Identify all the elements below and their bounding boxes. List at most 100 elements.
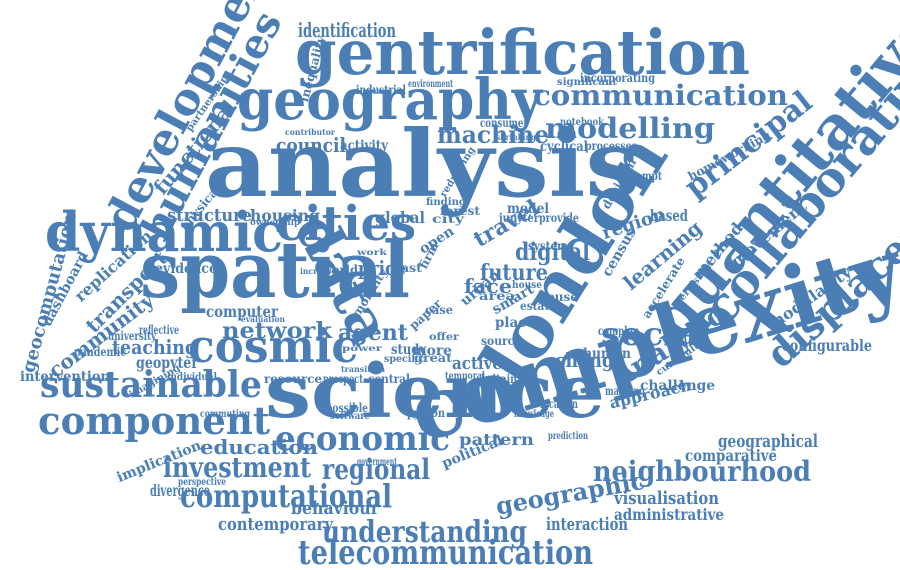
word-change: change bbox=[555, 348, 625, 372]
word-analysis: analysis bbox=[205, 110, 640, 218]
word-behaviour: behaviour bbox=[291, 498, 379, 519]
word-past: past bbox=[392, 261, 422, 275]
word-pandemic: pandemic bbox=[74, 345, 126, 359]
word-active: active bbox=[452, 353, 502, 374]
word-incorporating: incorporating bbox=[580, 71, 655, 85]
word-provide: provide bbox=[539, 211, 579, 225]
word-estate: estate bbox=[520, 299, 556, 313]
word-more: more bbox=[412, 343, 452, 359]
word-britain: britain bbox=[481, 372, 517, 386]
word-city: city bbox=[432, 212, 464, 226]
word-challenge: challenge bbox=[640, 378, 715, 394]
word-study: study bbox=[391, 342, 426, 358]
word-prediction: prediction bbox=[548, 431, 588, 442]
word-neighbourhood: neighbourhood bbox=[593, 455, 811, 488]
word-regional: regional bbox=[322, 453, 430, 486]
word-software: software bbox=[330, 411, 370, 422]
word-structure: structure bbox=[167, 205, 252, 226]
word-investment: investment bbox=[163, 451, 311, 484]
word-knowledge: knowledge bbox=[514, 409, 554, 420]
word-house: house bbox=[538, 290, 578, 304]
word-geopyter: geopyter bbox=[136, 353, 198, 372]
word-administrative: administrative bbox=[614, 505, 724, 524]
word-central: central bbox=[368, 372, 410, 386]
word-computational: computational bbox=[180, 477, 392, 515]
word-component: component bbox=[38, 398, 270, 443]
word-system: system bbox=[528, 239, 568, 253]
word-consumer: consumer bbox=[480, 116, 528, 130]
word-possible: possible bbox=[326, 401, 368, 415]
word-case: case bbox=[425, 303, 453, 317]
word-human: human bbox=[583, 346, 631, 362]
word-location: location bbox=[540, 397, 578, 411]
word-interaction: interaction bbox=[546, 514, 628, 535]
word-source: source bbox=[481, 334, 521, 348]
word-price: price bbox=[358, 256, 406, 280]
word-specific: specific bbox=[384, 354, 424, 365]
word-education: education bbox=[200, 435, 318, 459]
word-sustainable: sustainable bbox=[40, 364, 262, 406]
word-forest: forest bbox=[440, 204, 480, 218]
word-government: government bbox=[357, 457, 397, 468]
word-social: social bbox=[601, 315, 711, 353]
word-area: area bbox=[479, 289, 515, 303]
word-machine: machine bbox=[437, 120, 549, 149]
word-modelling: modelling bbox=[545, 112, 715, 145]
word-cosmic: cosmic bbox=[188, 319, 358, 373]
word-industrial: industrial bbox=[356, 83, 406, 97]
word-jupyter: jupyter bbox=[499, 211, 539, 225]
word-finding: finding bbox=[426, 197, 466, 208]
word-network: network bbox=[222, 318, 332, 344]
word-evaluation: evaluation bbox=[241, 314, 285, 324]
word-visualisation: visualisation bbox=[614, 488, 719, 509]
word-shrinking: shrinking bbox=[496, 132, 536, 142]
word-housing: housing bbox=[250, 206, 320, 225]
word-divergence: divergence bbox=[150, 481, 210, 500]
word-place: place bbox=[495, 315, 535, 331]
word-commuting: commuting bbox=[200, 409, 250, 420]
word-future: future bbox=[480, 260, 548, 286]
word-great: great bbox=[414, 351, 452, 365]
word-gentrification: gentrification bbox=[295, 16, 750, 89]
word-attempt: attempt bbox=[622, 169, 662, 183]
word-complex: complex bbox=[598, 324, 638, 338]
word-activity: activity bbox=[340, 138, 388, 154]
word-telecommunication: telecommunication bbox=[298, 533, 593, 570]
word-understanding: understanding bbox=[322, 515, 527, 550]
word-individual: individual bbox=[167, 372, 217, 383]
word-significant: significant bbox=[557, 77, 617, 88]
word-perspective: perspective bbox=[178, 477, 226, 488]
word-environment: environment bbox=[408, 79, 453, 90]
word-power: power bbox=[342, 343, 382, 353]
word-transition: transition bbox=[341, 364, 385, 374]
word-resource: resource bbox=[264, 372, 322, 386]
word-processes: processes bbox=[585, 139, 637, 153]
word-computer: computer bbox=[206, 302, 278, 321]
word-model: model bbox=[507, 201, 549, 217]
word-based: based bbox=[650, 206, 688, 225]
word-digital: digital bbox=[515, 237, 590, 266]
word-teaching: teaching bbox=[112, 335, 197, 359]
word-science: science bbox=[265, 349, 605, 435]
word-university: university bbox=[108, 329, 156, 343]
word-python: python bbox=[407, 406, 445, 420]
word-face: face bbox=[464, 274, 512, 298]
word-work: work bbox=[357, 247, 387, 257]
word-intervention: intervention bbox=[20, 369, 110, 385]
word-world: world bbox=[322, 263, 358, 277]
word-cyclical: cyclical bbox=[540, 139, 588, 155]
word-house: house bbox=[512, 280, 542, 291]
word-economic: economic bbox=[275, 419, 450, 459]
word-dynamic: dynamic bbox=[45, 200, 283, 264]
word-ownership: ownership bbox=[250, 217, 300, 227]
word-spatial: spatial bbox=[140, 225, 410, 316]
word-agent: agent bbox=[338, 320, 408, 346]
word-council: council bbox=[276, 133, 346, 157]
word-reflective: reflective bbox=[139, 323, 179, 337]
word-mapping: mapping bbox=[605, 384, 645, 398]
word-prospect: prospect bbox=[323, 372, 363, 386]
word-geography: geography bbox=[237, 67, 542, 133]
word-global: global bbox=[375, 208, 425, 227]
word-contributor: contributor bbox=[285, 127, 335, 137]
